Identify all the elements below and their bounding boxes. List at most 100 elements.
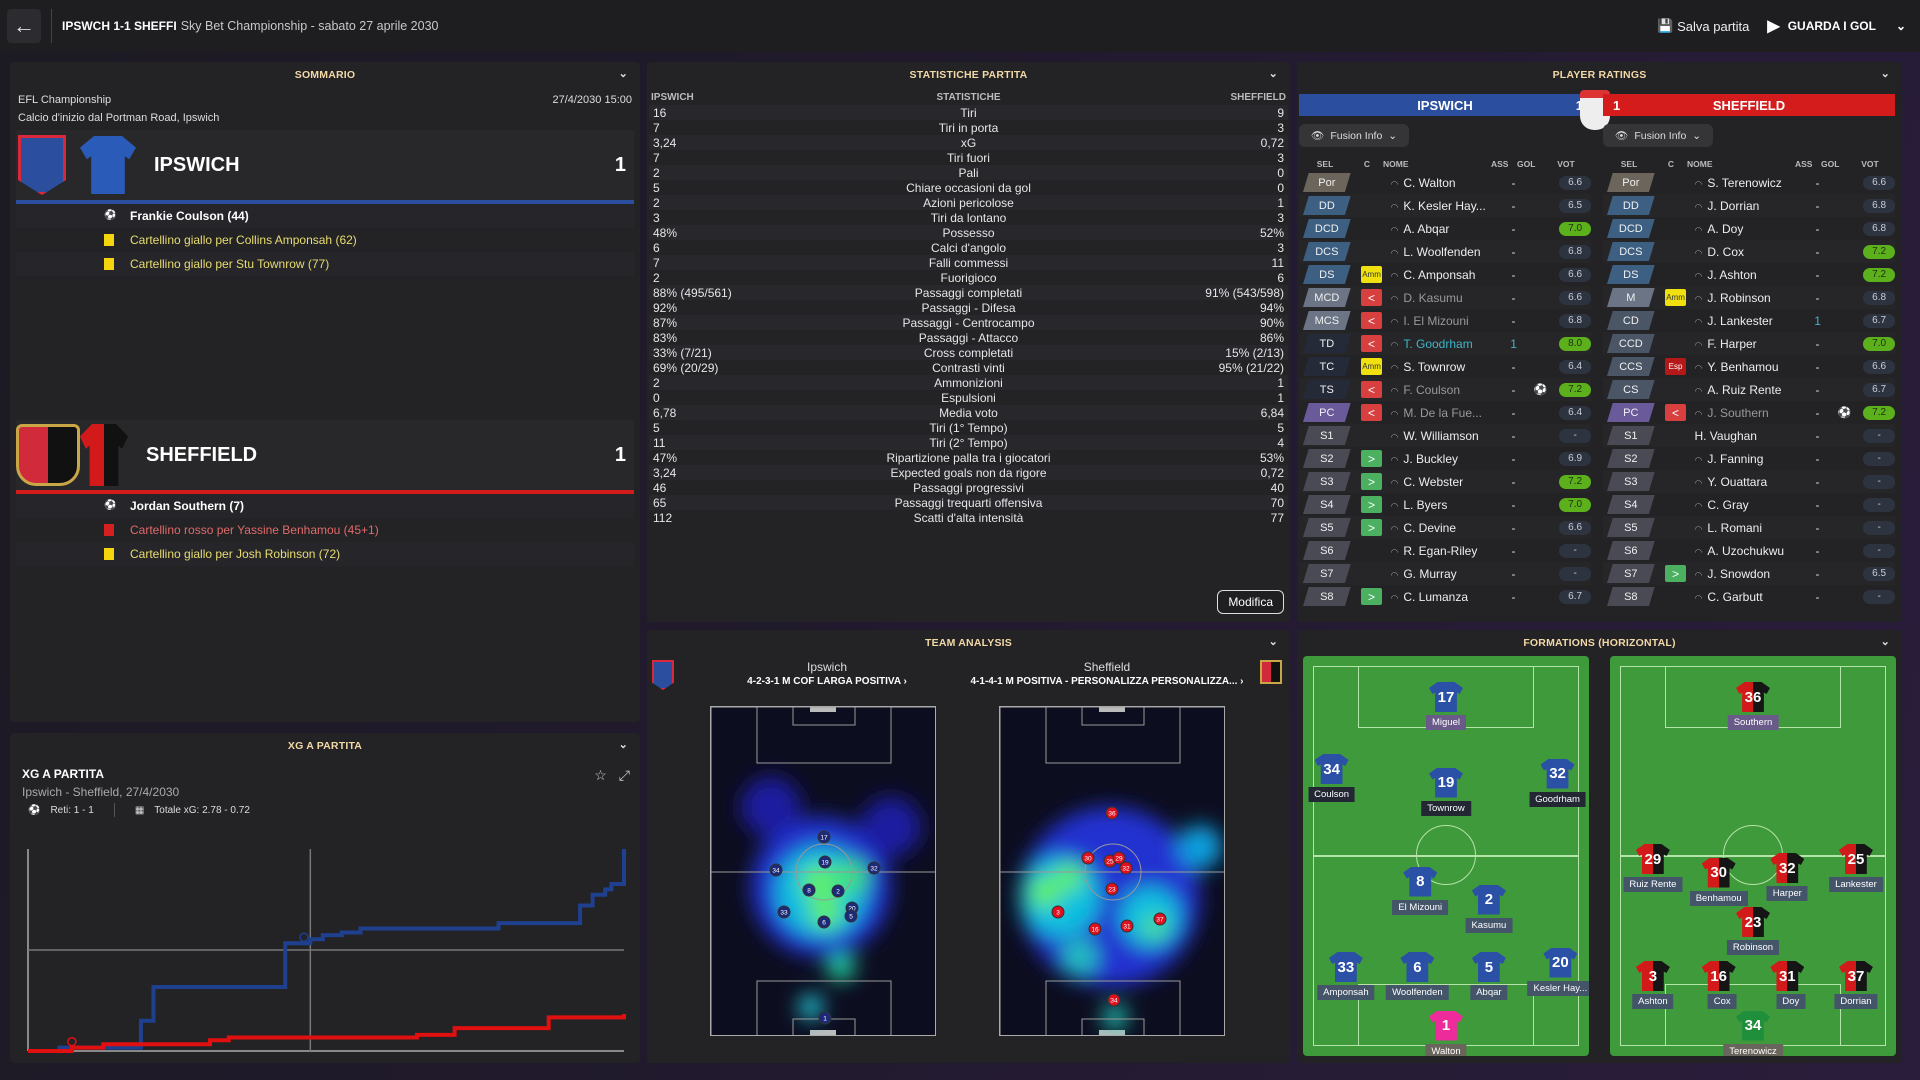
- player-name[interactable]: L. Romani: [1694, 521, 1805, 535]
- player-name[interactable]: C. Garbutt: [1694, 590, 1805, 604]
- player-row[interactable]: DCD A. Abqar- 7.0: [1299, 217, 1592, 240]
- player-name[interactable]: F. Harper: [1694, 337, 1805, 351]
- player-shirt[interactable]: 30 Benhamou: [1689, 857, 1748, 906]
- player-marker[interactable]: [817, 915, 831, 929]
- player-shirt[interactable]: 1 Walton: [1425, 1010, 1467, 1056]
- player-marker[interactable]: [802, 883, 816, 897]
- watch-goals-button[interactable]: ▶ GUARDA I GOL ⌄: [1767, 16, 1906, 36]
- player-marker[interactable]: [817, 830, 831, 844]
- player-name[interactable]: F. Coulson: [1390, 383, 1501, 397]
- player-shirt[interactable]: 33 Amponsah: [1317, 952, 1375, 1000]
- player-row[interactable]: S4C. Gray--: [1603, 493, 1896, 516]
- player-name[interactable]: C. Walton: [1390, 176, 1501, 190]
- player-shirt[interactable]: 16 Cox: [1701, 961, 1737, 1009]
- player-row[interactable]: S8 > C. Lumanza- 6.7: [1299, 585, 1592, 608]
- player-shirt[interactable]: 8 El Mizouni: [1392, 866, 1449, 915]
- player-shirt[interactable]: 20 Kesler Hay...: [1527, 947, 1589, 996]
- chevron-down-icon[interactable]: ⌄: [1268, 636, 1278, 648]
- player-row[interactable]: S1 H. Vaughan - -: [1603, 424, 1896, 447]
- player-row[interactable]: DS Amm C. Amponsah- 6.6: [1299, 263, 1592, 286]
- player-row[interactable]: MCD < D. Kasumu- 6.6: [1299, 286, 1592, 309]
- player-name[interactable]: L. Woolfenden: [1390, 245, 1501, 259]
- player-shirt[interactable]: 2 Kasumu: [1465, 884, 1513, 933]
- player-row[interactable]: PC < J. Southern- ⚽ 7.2: [1603, 401, 1896, 424]
- home-formation-link[interactable]: 4-2-3-1 M COF LARGA POSITIVA ›: [747, 676, 907, 687]
- player-name[interactable]: S. Townrow: [1390, 360, 1501, 374]
- player-shirt[interactable]: 25 Lankester: [1829, 844, 1883, 892]
- player-marker[interactable]: [1088, 922, 1102, 936]
- player-shirt[interactable]: 23 Robinson: [1726, 907, 1780, 955]
- player-row[interactable]: TS < F. Coulson- ⚽ 7.2: [1299, 378, 1592, 401]
- player-marker[interactable]: [844, 909, 858, 923]
- player-name[interactable]: C. Webster: [1390, 475, 1501, 489]
- chevron-down-icon[interactable]: ⌄: [618, 739, 628, 751]
- player-row[interactable]: Por S. Terenowicz- 6.6: [1603, 171, 1896, 194]
- player-row[interactable]: CD J. Lankester 1 6.7: [1603, 309, 1896, 332]
- player-name[interactable]: C. Gray: [1694, 498, 1805, 512]
- player-row[interactable]: Por C. Walton- 6.6: [1299, 171, 1592, 194]
- player-marker[interactable]: [777, 905, 791, 919]
- player-shirt[interactable]: 29 Ruiz Rente: [1623, 844, 1683, 892]
- player-shirt[interactable]: 6 Woolfenden: [1386, 952, 1449, 1000]
- player-name[interactable]: D. Cox: [1694, 245, 1805, 259]
- player-name[interactable]: D. Kasumu: [1390, 291, 1501, 305]
- player-row[interactable]: S2 > J. Buckley- 6.9: [1299, 447, 1592, 470]
- player-name[interactable]: J. Dorrian: [1694, 199, 1805, 213]
- player-row[interactable]: S3Y. Ouattara--: [1603, 470, 1896, 493]
- player-name[interactable]: S. Terenowicz: [1694, 176, 1805, 190]
- player-row[interactable]: M Amm J. Robinson- 6.8: [1603, 286, 1896, 309]
- player-shirt[interactable]: 32 Goodrham: [1529, 758, 1586, 807]
- player-name[interactable]: K. Kesler Hay...: [1390, 199, 1501, 213]
- player-row[interactable]: PC < M. De la Fue...- 6.4: [1299, 401, 1592, 424]
- player-name[interactable]: A. Uzochukwu: [1694, 544, 1805, 558]
- player-marker[interactable]: [1107, 993, 1121, 1007]
- player-marker[interactable]: [1153, 912, 1167, 926]
- player-row[interactable]: DCS D. Cox- 7.2: [1603, 240, 1896, 263]
- player-name[interactable]: H. Vaughan: [1694, 428, 1757, 443]
- player-marker[interactable]: [1112, 851, 1126, 865]
- player-shirt[interactable]: 17 Miguel: [1426, 682, 1466, 730]
- player-name[interactable]: M. De la Fue...: [1390, 406, 1501, 420]
- player-marker[interactable]: [1081, 851, 1095, 865]
- player-shirt[interactable]: 34 Terenowicz: [1723, 1010, 1783, 1056]
- player-name[interactable]: A. Ruiz Rente: [1694, 383, 1805, 397]
- player-marker[interactable]: [831, 884, 845, 898]
- player-row[interactable]: S7 > J. Snowdon- 6.5: [1603, 562, 1896, 585]
- player-name[interactable]: Y. Ouattara: [1694, 475, 1805, 489]
- player-marker[interactable]: [1105, 882, 1119, 896]
- player-row[interactable]: S4 > L. Byers- 7.0: [1299, 493, 1592, 516]
- player-marker[interactable]: [818, 1011, 832, 1025]
- player-name[interactable]: L. Byers: [1390, 498, 1501, 512]
- player-shirt[interactable]: 36 Southern: [1727, 682, 1779, 730]
- player-name[interactable]: T. Goodrham: [1390, 337, 1501, 351]
- player-shirt[interactable]: 32 Harper: [1766, 853, 1808, 901]
- player-shirt[interactable]: 34 Coulson: [1308, 754, 1356, 802]
- chevron-down-icon[interactable]: ⌄: [618, 68, 628, 80]
- player-shirt[interactable]: 3 Ashton: [1632, 961, 1674, 1009]
- player-row[interactable]: S1W. Williamson--: [1299, 424, 1592, 447]
- fusion-info-dropdown[interactable]: 👁 Fusion Info ⌄: [1299, 124, 1410, 147]
- away-formation-link[interactable]: 4-1-4-1 M POSITIVA - PERSONALIZZA PERSON…: [970, 676, 1244, 687]
- save-match-button[interactable]: 💾 Salva partita: [1657, 18, 1749, 34]
- player-name[interactable]: J. Fanning: [1694, 452, 1805, 466]
- player-name[interactable]: J. Snowdon: [1694, 567, 1805, 581]
- player-row[interactable]: S5 > C. Devine- 6.6: [1299, 516, 1592, 539]
- player-marker[interactable]: [1105, 806, 1119, 820]
- player-row[interactable]: CS A. Ruiz Rente- 6.7: [1603, 378, 1896, 401]
- player-row[interactable]: DS J. Ashton- 7.2: [1603, 263, 1896, 286]
- chevron-down-icon[interactable]: ⌄: [1880, 636, 1890, 648]
- player-row[interactable]: DD K. Kesler Hay...- 6.5: [1299, 194, 1592, 217]
- player-shirt[interactable]: 19 Townrow: [1421, 767, 1471, 816]
- player-row[interactable]: DCS L. Woolfenden- 6.8: [1299, 240, 1592, 263]
- fusion-info-dropdown[interactable]: 👁 Fusion Info ⌄: [1603, 124, 1714, 147]
- player-row[interactable]: S5L. Romani--: [1603, 516, 1896, 539]
- chevron-down-icon[interactable]: ⌄: [1880, 68, 1890, 80]
- player-name[interactable]: J. Lankester: [1694, 314, 1805, 328]
- player-row[interactable]: DD J. Dorrian- 6.8: [1603, 194, 1896, 217]
- player-row[interactable]: TC Amm S. Townrow- 6.4: [1299, 355, 1592, 378]
- player-shirt[interactable]: 31 Doy: [1769, 961, 1806, 1009]
- player-name[interactable]: J. Southern: [1694, 406, 1805, 420]
- player-row[interactable]: S6A. Uzochukwu--: [1603, 539, 1896, 562]
- chevron-down-icon[interactable]: ⌄: [1895, 19, 1906, 33]
- player-row[interactable]: TD < T. Goodrham 1 8.0: [1299, 332, 1592, 355]
